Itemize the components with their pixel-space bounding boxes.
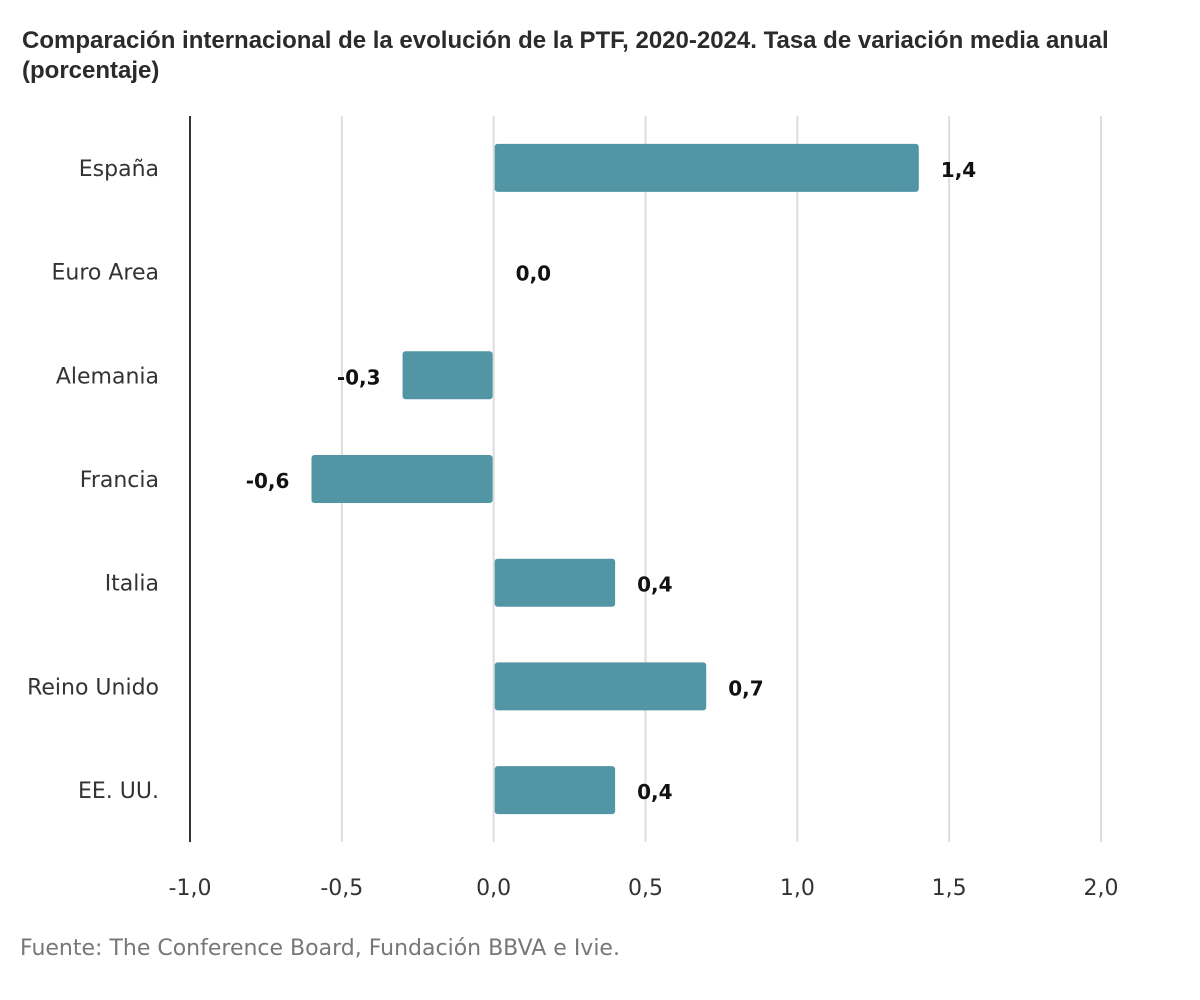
bar [494,766,616,815]
bar [311,455,493,503]
x-tick-label: 2,0 [1084,876,1119,901]
x-tick-label: -0,5 [320,876,363,901]
data-label: 0,0 [516,262,551,286]
data-label: 0,7 [728,676,763,700]
category-label: Italia [105,572,159,597]
x-tick-label: 1,5 [932,876,967,901]
x-tick-labels: -1,0 -0,5 0,0 0,5 1,0 1,5 2,0 [169,876,1119,901]
x-tick-label: 0,5 [628,876,663,901]
data-label: -0,3 [337,365,381,389]
category-label: Francia [80,468,159,493]
bar [494,662,707,711]
category-label: Euro Area [52,261,160,286]
chart-title: Comparación internacional de la evolució… [22,27,1109,84]
data-label: -0,6 [246,469,290,493]
x-tick-label: 0,0 [476,876,511,901]
data-label: 0,4 [637,573,672,597]
bar [494,143,919,192]
category-label: España [79,157,159,182]
bars [311,143,919,815]
category-labels: España Euro Area Alemania Francia Italia Rein… [27,157,159,804]
x-tick-label: -1,0 [169,876,212,901]
data-labels: 1,4 0,0 -0,3 -0,6 0,4 0,7 0,4 [246,158,977,804]
data-label: 1,4 [941,158,976,182]
category-label: Alemania [56,364,159,389]
data-label: 0,4 [637,780,672,804]
x-tick-label: 1,0 [780,876,815,901]
bar [402,351,493,400]
source-note: Fuente: The Conference Board, Fundación … [20,936,620,961]
gridlines [189,116,1102,842]
category-label: Reino Unido [27,675,159,700]
category-label: EE. UU. [78,779,159,804]
bar [494,558,616,607]
